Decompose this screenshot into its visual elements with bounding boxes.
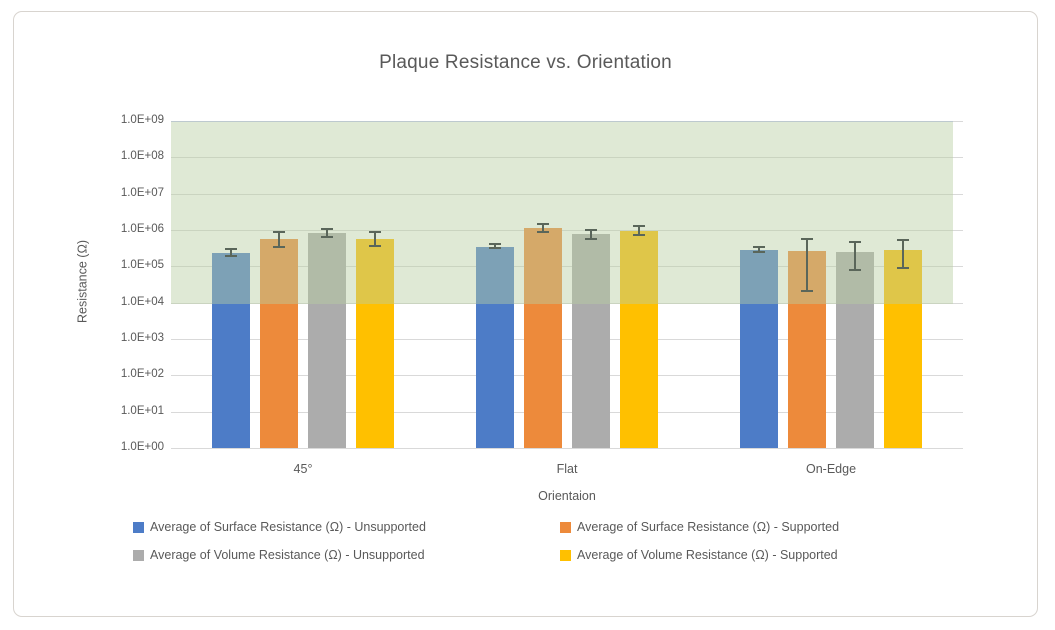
bar[interactable] [212,252,250,448]
error-bar-cap [273,230,285,233]
y-tick-label: 1.0E+06 [120,223,164,235]
error-bar-cap [537,222,549,225]
gridline [171,230,963,231]
error-bar [638,226,640,235]
error-bar-cap [585,238,597,241]
y-tick-label: 1.0E+04 [120,295,164,308]
x-category-label: Flat [556,462,578,476]
y-tick-label: 1.0E+09 [120,114,164,126]
legend-item[interactable]: Average of Volume Resistance (Ω) - Suppo… [560,547,838,563]
error-bar-cap [489,247,501,250]
error-bar-cap [849,268,861,271]
error-bar-cap [489,243,501,246]
bar[interactable] [524,227,562,448]
error-bar [374,231,376,247]
bar[interactable] [308,232,346,448]
error-bar-cap [897,239,909,242]
gridline [171,339,963,340]
error-bar-cap [321,236,333,239]
bar[interactable] [884,249,922,448]
legend-label: Average of Surface Resistance (Ω) - Supp… [577,520,840,534]
error-bar-cap [801,238,813,241]
y-tick-label: 1.0E+02 [120,368,164,381]
legend-swatch [560,521,571,533]
error-bar [278,231,280,248]
bar[interactable] [740,249,778,448]
error-bar-cap [585,229,597,231]
legend-label: Average of Volume Resistance (Ω) - Unsup… [150,548,425,562]
legend-label: Average of Volume Resistance (Ω) - Suppo… [577,548,838,562]
bar[interactable] [620,230,658,448]
error-bar [806,239,808,291]
legend-item[interactable]: Average of Surface Resistance (Ω) - Supp… [560,519,839,535]
gridline [171,411,963,413]
error-bar [542,223,544,232]
x-axis-title: Orientaion [538,489,596,503]
error-bar-cap [753,250,765,253]
bar[interactable] [836,251,874,448]
legend-item[interactable]: Average of Surface Resistance (Ω) - Unsu… [133,519,426,535]
chart-title: Plaque Resistance vs. Orientation [379,52,672,73]
error-bar-cap [369,230,381,233]
error-bar [494,244,496,249]
bar[interactable] [476,246,514,448]
highlight-band [171,121,953,304]
gridline [171,266,963,268]
legend-swatch [133,549,144,561]
legend-item[interactable]: Average of Volume Resistance (Ω) - Unsup… [133,547,425,563]
error-bar-cap [369,245,381,248]
error-bar [590,230,592,240]
y-tick-label: 1.0E+03 [120,332,164,344]
gridline [171,302,963,304]
error-bar-cap [801,289,813,292]
error-bar [854,241,856,270]
error-bar [902,240,904,268]
error-bar-cap [225,255,237,258]
error-bar-cap [537,231,549,234]
gridline [171,157,963,159]
y-tick-label: 1.0E+00 [120,441,164,453]
gridline [171,193,963,195]
gridline [171,448,963,449]
error-bar-cap [321,228,333,231]
legend-label: Average of Surface Resistance (Ω) - Unsu… [150,520,426,534]
error-bar [326,229,328,238]
error-bar [230,248,232,257]
error-bar-cap [753,246,765,249]
bar[interactable] [260,239,298,448]
y-tick-label: 1.0E+08 [120,150,164,163]
error-bar-cap [897,266,909,269]
gridline [171,375,963,377]
y-tick-label: 1.0E+01 [120,404,164,417]
error-bar-cap [849,240,861,243]
legend-swatch [560,549,571,561]
error-bar-cap [633,233,645,236]
bar[interactable] [356,239,394,448]
error-bar-cap [225,247,237,250]
y-tick-label: 1.0E+05 [120,259,164,272]
error-bar [758,247,760,252]
x-category-label: On-Edge [805,462,857,476]
x-category-label: 45° [293,462,313,476]
y-tick-label: 1.0E+07 [120,186,164,199]
error-bar-cap [633,225,645,228]
error-bar-cap [273,246,285,249]
legend-swatch [133,521,144,533]
bar[interactable] [572,233,610,448]
